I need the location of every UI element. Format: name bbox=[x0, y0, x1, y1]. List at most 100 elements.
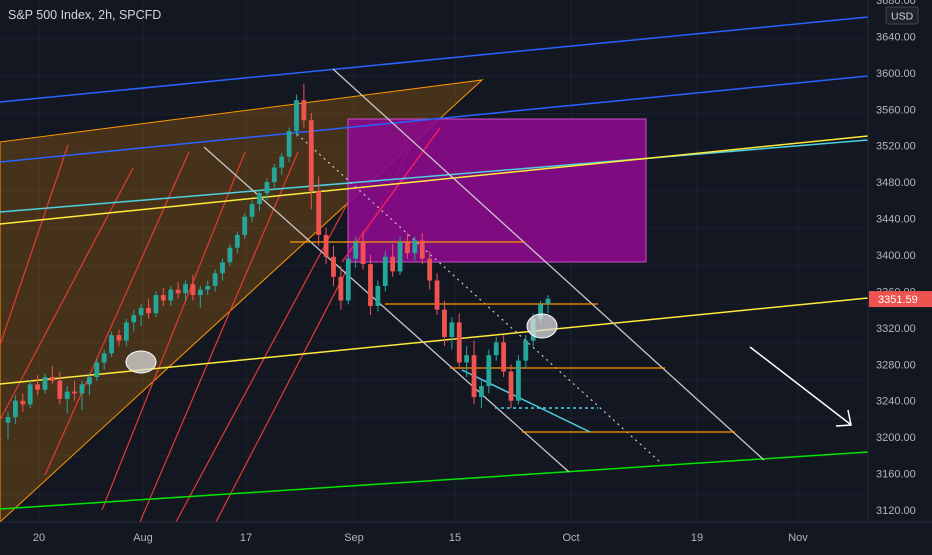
candle bbox=[12, 395, 18, 425]
pink-trend-line[interactable] bbox=[341, 127, 441, 263]
white-channel-upper[interactable] bbox=[332, 68, 765, 461]
candle-body bbox=[419, 240, 425, 259]
price-axis-tick-label: 3600.00 bbox=[876, 68, 916, 80]
candle-body bbox=[116, 335, 122, 341]
candle bbox=[123, 318, 129, 347]
candle bbox=[146, 298, 151, 319]
price-axis-labels: 3120.00 3160.00 3200.00 3240.00 3280.00 3320.… bbox=[876, 0, 916, 517]
magenta-resistance-zone[interactable] bbox=[347, 118, 647, 263]
red-fan-line[interactable] bbox=[44, 151, 190, 476]
candle bbox=[286, 127, 292, 163]
candle bbox=[234, 231, 240, 254]
candle bbox=[390, 244, 396, 277]
candle bbox=[294, 94, 299, 137]
white-channel-lower[interactable] bbox=[203, 146, 570, 473]
candle-body bbox=[220, 262, 225, 274]
candle bbox=[516, 355, 521, 405]
candle bbox=[449, 316, 455, 350]
candle-body bbox=[331, 256, 336, 277]
candle-body bbox=[523, 340, 529, 361]
candle bbox=[434, 273, 440, 316]
price-axis-tick-label: 3120.00 bbox=[876, 505, 916, 517]
highlight-ellipse[interactable] bbox=[526, 313, 558, 339]
candle-body bbox=[338, 276, 344, 301]
candle-body bbox=[109, 335, 114, 354]
candle-body bbox=[323, 234, 329, 257]
candle-body bbox=[57, 380, 63, 399]
currency-button-bg[interactable] bbox=[885, 6, 919, 25]
price-axis-tick-label: 3240.00 bbox=[876, 396, 916, 408]
chart-title: S&P 500 Index, 2h, SPCFD bbox=[8, 8, 161, 22]
blue-channel-upper[interactable] bbox=[0, 16, 869, 103]
candle bbox=[160, 287, 166, 306]
candle-body bbox=[94, 362, 100, 378]
candle-body bbox=[397, 242, 403, 272]
candle-body bbox=[471, 355, 477, 398]
price-axis-tick-label: 3560.00 bbox=[876, 104, 916, 116]
candle bbox=[153, 291, 159, 317]
red-fan-lines[interactable] bbox=[0, 144, 411, 523]
green-support-line[interactable] bbox=[0, 451, 869, 510]
price-axis-tick-label: 3200.00 bbox=[876, 432, 916, 444]
candle bbox=[131, 309, 137, 332]
candle bbox=[345, 255, 351, 305]
candle-body bbox=[479, 386, 484, 398]
time-axis-labels: 20 Aug 17 Sep 15 Oct 19 Nov bbox=[33, 532, 808, 544]
candle bbox=[79, 380, 85, 410]
yellow-upper-trend-line[interactable] bbox=[0, 135, 869, 225]
candle bbox=[116, 329, 122, 347]
time-axis-tick-label: Aug bbox=[133, 532, 153, 544]
candle bbox=[94, 358, 100, 381]
red-fan-line[interactable] bbox=[139, 151, 299, 523]
candle-body bbox=[271, 167, 277, 183]
candle bbox=[168, 285, 174, 306]
candle bbox=[109, 331, 114, 357]
down-arrow-annotation[interactable] bbox=[749, 346, 852, 427]
cyan-small-line[interactable] bbox=[461, 369, 591, 433]
candle bbox=[190, 275, 196, 301]
candle bbox=[382, 251, 388, 292]
candle-body bbox=[493, 342, 499, 356]
candle-body bbox=[35, 384, 40, 390]
candle-body bbox=[316, 191, 322, 235]
candle-body bbox=[294, 100, 299, 132]
highlight-ellipse[interactable] bbox=[125, 350, 157, 374]
red-fan-line[interactable] bbox=[175, 179, 361, 523]
time-axis[interactable] bbox=[0, 522, 868, 550]
candle bbox=[242, 213, 248, 239]
candle-body bbox=[308, 120, 314, 192]
candle-body bbox=[42, 377, 48, 390]
time-axis-tick-label: 15 bbox=[449, 532, 461, 544]
candle bbox=[331, 245, 336, 286]
candle bbox=[479, 380, 484, 408]
candle-body bbox=[175, 289, 181, 294]
candlestick-series bbox=[5, 83, 551, 439]
candle-body bbox=[345, 258, 351, 301]
candle bbox=[464, 346, 470, 378]
red-fan-line[interactable] bbox=[0, 167, 134, 421]
cyan-trend-line[interactable] bbox=[0, 139, 869, 213]
candle bbox=[397, 236, 403, 276]
candle-body bbox=[434, 280, 440, 310]
price-axis-tick-label: 3400.00 bbox=[876, 250, 916, 262]
candle-body bbox=[279, 156, 285, 168]
candle-body bbox=[249, 204, 255, 217]
candle-body bbox=[427, 258, 433, 281]
blue-channel-lower[interactable] bbox=[0, 75, 869, 163]
currency-button-label[interactable]: USD bbox=[891, 11, 914, 23]
red-fan-line[interactable] bbox=[0, 144, 69, 346]
candle bbox=[42, 373, 48, 394]
candle-body bbox=[456, 322, 462, 363]
currency-button[interactable]: USD bbox=[885, 6, 919, 25]
candle-body bbox=[27, 384, 33, 405]
candle-body bbox=[390, 256, 396, 272]
candle-body bbox=[257, 193, 262, 204]
price-axis[interactable] bbox=[868, 0, 932, 550]
candle bbox=[5, 411, 11, 439]
red-fan-line[interactable] bbox=[101, 151, 246, 511]
candle-body bbox=[5, 417, 11, 423]
candle bbox=[375, 280, 381, 312]
candle-body bbox=[123, 322, 129, 341]
